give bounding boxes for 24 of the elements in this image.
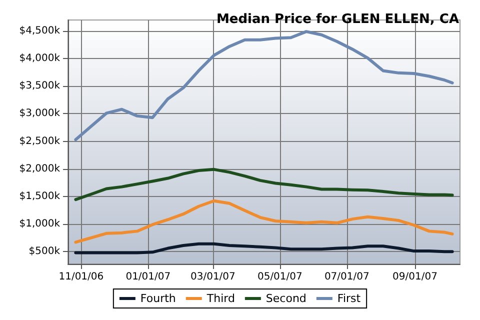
x-tick-label: 01/01/07 [126, 272, 171, 282]
legend-label: Second [266, 292, 306, 305]
x-tick-label: 07/01/07 [324, 272, 370, 282]
y-tick-label: $4,000k [19, 53, 60, 64]
legend-label: Third [206, 292, 235, 305]
y-tick-label: $1,000k [19, 218, 60, 230]
line-series [74, 242, 454, 254]
y-tick-label: $4,500k [19, 26, 60, 37]
y-tick-label: $1,500k [19, 190, 60, 202]
y-tick-label: $2,000k [19, 163, 60, 174]
legend-label: Fourth [140, 292, 176, 305]
x-tick-label: 05/01/07 [257, 272, 302, 282]
x-tick-label: 03/01/07 [190, 272, 236, 282]
chart-title: Median Price for GLEN ELLEN, CA [216, 12, 460, 27]
x-tick-label: 11/01/06 [58, 272, 104, 282]
y-tick-label: $2,500k [19, 136, 60, 147]
y-tick-label: $3,500k [19, 80, 60, 92]
line-series [74, 30, 454, 142]
legend-label: First [337, 292, 362, 305]
line-series [74, 199, 454, 244]
x-tick-label: 09/01/07 [392, 272, 438, 282]
y-tick-label: $500k [28, 246, 60, 258]
line-series [74, 168, 454, 202]
y-tick-label: $3,000k [19, 108, 60, 120]
